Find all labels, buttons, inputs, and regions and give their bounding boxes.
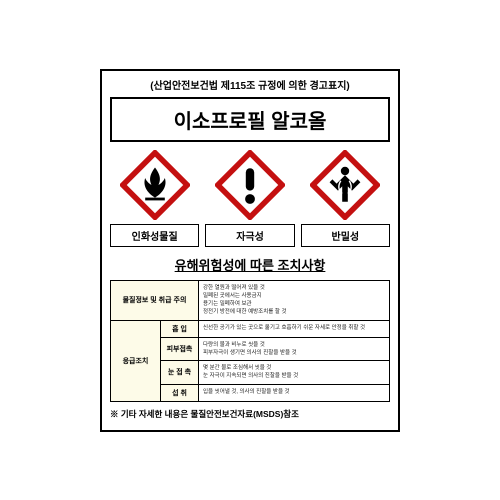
row-label-precaution: 물질정보 및 취급 주의: [111, 280, 199, 320]
section-title: 유해위험성에 따른 조치사항: [110, 255, 390, 274]
content-eye: 몇 분간 물로 조심해서 씻을 것 눈 자극이 지속되면 의사의 진찰을 받을 …: [199, 361, 390, 385]
row-content-precaution: 강한 열원과 떨어져 있을 것 밀폐된 곳에서는 사용금지 용기는 밀폐하여 보…: [199, 280, 390, 320]
sublabel-ingest: 섭 취: [161, 384, 199, 401]
content-skin: 다량의 물과 비누로 씻을 것 피부자극이 생기면 의사의 진찰을 받을 것: [199, 337, 390, 361]
hazard-label-row: 인화성물질 자극성 반밀성: [110, 224, 390, 247]
pictogram-row: [110, 150, 390, 220]
warning-sign: (산업안전보건법 제115조 규정에 의한 경고표지) 이소프로필 알코올: [100, 69, 400, 432]
table-row: 물질정보 및 취급 주의 강한 열원과 떨어져 있을 것 밀폐된 곳에서는 사용…: [111, 280, 390, 320]
hazard-label-flammable: 인화성물질: [110, 224, 199, 247]
regulation-text: (산업안전보건법 제115조 규정에 의한 경고표지): [110, 77, 390, 92]
sublabel-eye: 눈 접 촉: [161, 361, 199, 385]
exclamation-icon: [215, 150, 285, 220]
sublabel-inhale: 흡 입: [161, 320, 199, 337]
row-label-firstaid: 응급조치: [111, 320, 161, 401]
content-inhale: 신선한 공기가 있는 곳으로 옮기고 호흡하기 쉬운 자세로 안정을 취할 것: [199, 320, 390, 337]
chemical-title: 이소프로필 알코올: [110, 97, 390, 142]
hazard-label-irritant: 자극성: [205, 224, 294, 247]
flame-icon: [120, 150, 190, 220]
sublabel-skin: 피부접촉: [161, 337, 199, 361]
hazard-label-sealed: 반밀성: [301, 224, 390, 247]
footnote: ※ 기타 자세한 내용은 물질안전보건자료(MSDS)참조: [110, 408, 390, 420]
guidance-table: 물질정보 및 취급 주의 강한 열원과 떨어져 있을 것 밀폐된 곳에서는 사용…: [110, 280, 390, 402]
table-row: 응급조치 흡 입 신선한 공기가 있는 곳으로 옮기고 호흡하기 쉬운 자세로 …: [111, 320, 390, 337]
content-ingest: 입을 씻어낼 것, 의사의 진찰을 받을 것: [199, 384, 390, 401]
health-hazard-icon: [310, 150, 380, 220]
